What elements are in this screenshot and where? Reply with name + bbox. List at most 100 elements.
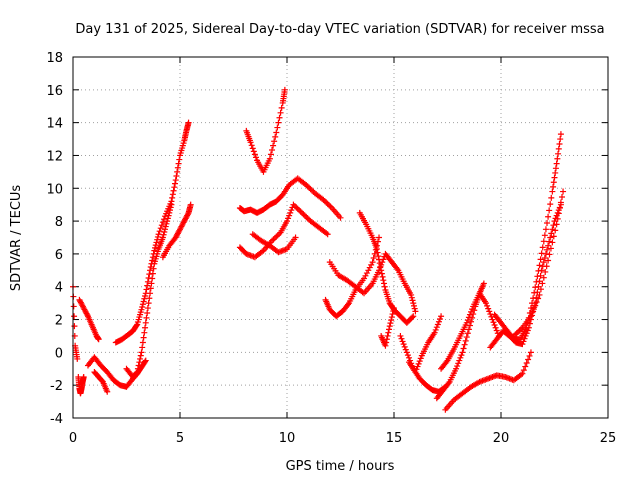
data-point: [144, 278, 151, 285]
series-arc-u: [433, 280, 487, 402]
data-point: [175, 160, 182, 167]
data-point: [557, 131, 564, 138]
data-point: [552, 169, 559, 176]
data-point: [391, 305, 397, 312]
data-point: [410, 313, 417, 320]
data-point: [519, 370, 526, 377]
data-point: [544, 246, 551, 253]
data-point: [139, 303, 146, 310]
data-point: [464, 317, 471, 324]
data-point: [432, 326, 439, 333]
data-point: [549, 226, 556, 233]
y-tick-label: -4: [50, 412, 63, 427]
data-point: [470, 311, 477, 318]
series-arc-f: [112, 119, 192, 346]
data-point: [547, 234, 554, 241]
data-point: [557, 136, 564, 143]
data-point: [135, 362, 142, 369]
data-point: [417, 355, 424, 362]
data-point: [161, 229, 168, 236]
data-point: [525, 356, 532, 363]
data-point: [168, 201, 175, 208]
data-point: [324, 231, 331, 238]
data-point: [275, 119, 282, 126]
data-point: [379, 273, 386, 280]
data-point: [174, 168, 181, 175]
data-point: [520, 338, 527, 345]
data-point: [187, 201, 194, 208]
data-point: [402, 346, 409, 353]
data-point: [381, 280, 388, 287]
data-point: [142, 293, 149, 300]
data-point: [547, 201, 554, 208]
data-point: [272, 133, 279, 140]
data-point: [555, 145, 562, 152]
data-point: [384, 332, 391, 339]
data-point: [376, 260, 383, 267]
data-point: [151, 247, 158, 254]
data-point: [166, 209, 173, 216]
data-point: [555, 150, 562, 157]
series-arc-s: [442, 349, 534, 413]
data-point: [273, 129, 280, 136]
data-point: [142, 358, 149, 365]
data-point: [401, 343, 408, 350]
data-point: [185, 119, 192, 126]
data-point: [288, 207, 295, 214]
data-point: [144, 305, 151, 312]
series-arc-g: [123, 201, 175, 380]
data-point: [489, 316, 496, 323]
data-point: [414, 363, 421, 370]
data-point: [172, 177, 179, 184]
data-point: [133, 369, 140, 376]
data-point: [491, 322, 498, 329]
data-point: [522, 363, 529, 370]
data-point: [445, 380, 452, 387]
data-point: [376, 256, 383, 263]
data-point: [463, 319, 470, 326]
data-point: [388, 317, 395, 324]
data-point: [400, 341, 407, 348]
data-point: [397, 332, 404, 339]
data-point: [542, 226, 549, 233]
data-point: [277, 109, 284, 116]
data-point: [80, 373, 87, 380]
data-point: [534, 273, 541, 280]
data-point: [153, 239, 160, 246]
y-tick-label: 2: [55, 314, 63, 329]
data-point: [70, 303, 77, 310]
data-point: [145, 300, 152, 307]
y-tick-label: 18: [46, 51, 63, 66]
data-point: [410, 302, 417, 309]
data-point: [382, 342, 389, 349]
data-point: [251, 151, 258, 158]
data-point: [274, 124, 281, 131]
x-axis-label: GPS time / hours: [286, 459, 395, 474]
data-point: [84, 311, 91, 318]
data-point: [486, 308, 493, 315]
data-point: [380, 277, 387, 284]
data-point: [143, 286, 150, 293]
data-point: [371, 250, 378, 257]
series-arc-b: [75, 373, 87, 397]
data-point: [540, 259, 547, 266]
data-point: [147, 285, 154, 292]
data-point: [434, 321, 441, 328]
data-point: [404, 352, 411, 359]
data-point: [492, 324, 499, 331]
data-point: [286, 212, 293, 219]
data-point: [173, 172, 180, 179]
data-point: [408, 291, 415, 298]
data-point: [556, 204, 563, 211]
data-point: [184, 211, 191, 218]
data-point: [545, 257, 552, 264]
data-point: [249, 145, 256, 152]
data-point: [162, 226, 169, 233]
data-point: [532, 284, 539, 291]
series-arc-p: [378, 305, 397, 349]
data-point: [270, 142, 277, 149]
data-point: [539, 280, 546, 287]
data-point: [408, 294, 415, 301]
y-tick-label: 16: [46, 84, 63, 99]
